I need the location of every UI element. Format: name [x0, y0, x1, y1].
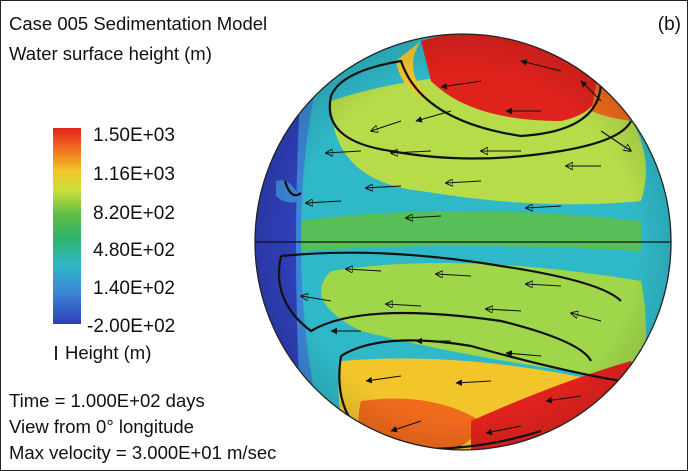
legend-tick-3: 8.20E+02 [93, 203, 175, 224]
legend-tick-4: 4.80E+02 [93, 240, 175, 261]
legend-tick-2: 1.16E+03 [93, 164, 175, 185]
figure-title: Case 005 Sedimentation Model [9, 13, 268, 34]
legend-label: Height (m) [55, 342, 152, 363]
legend-label-marker [55, 346, 57, 360]
velocity-readout: Max velocity = 3.000E+01 m/sec [9, 442, 277, 463]
view-readout: View from 0° longitude [9, 416, 194, 437]
velocity-arrows [301, 59, 631, 450]
panel-label: (b) [657, 14, 681, 35]
legend-label-text: Height (m) [65, 342, 152, 363]
color-scale-bar [53, 128, 81, 324]
contour-lines [277, 59, 632, 450]
figure-subtitle: Water surface height (m) [9, 43, 212, 64]
time-readout: Time = 1.000E+02 days [9, 390, 205, 411]
legend-tick-5: 1.40E+02 [93, 278, 175, 299]
legend-tick-max: 1.50E+03 [93, 125, 175, 146]
legend-tick-min: -2.00E+02 [87, 316, 176, 337]
globe-outline [254, 33, 672, 451]
